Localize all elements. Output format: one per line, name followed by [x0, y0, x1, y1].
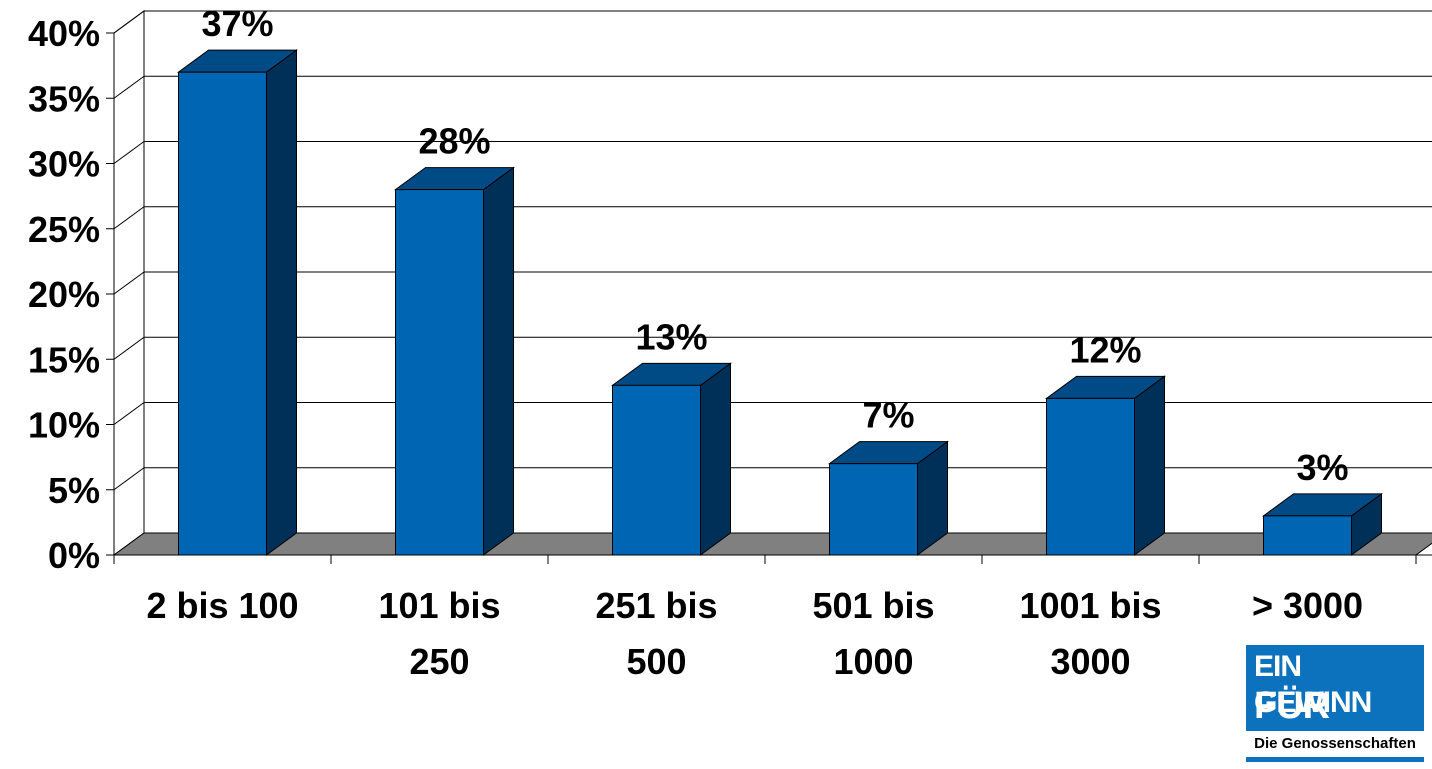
- x-tick-label-line: 1001 bis: [1019, 585, 1162, 626]
- y-tick-label: 20%: [28, 274, 100, 315]
- logo-line1: EIN GEWINN: [1254, 650, 1372, 719]
- y-tick-label: 10%: [28, 405, 100, 446]
- genossenschaften-logo: EIN GEWINN FÜR ALLE Die Genossenschaften: [1246, 645, 1424, 769]
- logo-subtitle: Die Genossenschaften: [1254, 735, 1416, 752]
- y-tick-label: 5%: [48, 470, 100, 511]
- bar-side: [1134, 375, 1165, 556]
- gridline-side: [113, 336, 145, 360]
- gridline-side: [113, 141, 145, 164]
- x-tick-label: 101 bis 250: [330, 578, 550, 690]
- data-label: 37%: [201, 3, 273, 44]
- x-tick-label: 2 bis 100: [113, 578, 333, 634]
- gridline-side: [113, 271, 145, 295]
- bar-side: [700, 362, 731, 556]
- bar-front: [829, 463, 918, 556]
- data-label: 7%: [862, 395, 914, 436]
- data-label: 28%: [418, 121, 490, 162]
- x-tick-label-line: 1000: [833, 641, 914, 682]
- bar: [827, 440, 950, 556]
- bar-front: [395, 189, 484, 556]
- chart-walls: [113, 10, 1432, 556]
- data-label: 13%: [635, 316, 707, 357]
- bar-side: [266, 49, 297, 556]
- bar: [176, 49, 299, 556]
- x-tick-label: 1001 bis 3000: [981, 578, 1201, 690]
- gridline-side: [113, 402, 145, 425]
- x-tick-label: > 3000: [1198, 578, 1418, 634]
- data-labels: 37% 28% 13% 7% 12% 3%: [201, 3, 1348, 488]
- y-tick-label: 35%: [28, 78, 100, 119]
- gridline-side: [113, 206, 145, 230]
- gridlines: [113, 10, 1432, 491]
- x-tick-label-line: > 3000: [1251, 585, 1364, 626]
- x-tick-label-line: 250: [409, 641, 470, 682]
- bar-side: [483, 166, 514, 556]
- data-label: 3%: [1296, 447, 1348, 488]
- bar: [1261, 492, 1384, 556]
- x-tick-label-line: 251 bis: [595, 585, 718, 626]
- logo-box: EIN GEWINN FÜR ALLE: [1246, 645, 1424, 769]
- bars: [176, 49, 1384, 556]
- y-tick-label: 30%: [28, 144, 100, 185]
- axes: [106, 32, 1417, 564]
- x-tick-label-line: 3000: [1050, 641, 1131, 682]
- bar-front: [178, 71, 267, 556]
- x-tick-label: 251 bis 500: [547, 578, 767, 690]
- y-tick-label: 0%: [48, 535, 100, 576]
- bar: [393, 166, 516, 556]
- logo-underline: [1246, 757, 1424, 762]
- bar-front: [1263, 515, 1352, 556]
- y-tick-label: 40%: [28, 13, 100, 54]
- x-tick-label-line: 500: [626, 641, 687, 682]
- x-tick-label-line: 101 bis: [378, 585, 501, 626]
- bar: [610, 362, 733, 556]
- data-label: 12%: [1069, 329, 1141, 370]
- chart-floor: [112, 532, 1432, 556]
- bar-front: [612, 384, 701, 556]
- y-tick-label: 25%: [28, 209, 100, 250]
- bar: [1044, 375, 1167, 556]
- x-tick-label: 501 bis 1000: [764, 578, 984, 690]
- gridline-side: [113, 467, 145, 491]
- gridline-side: [113, 10, 145, 34]
- back-wall: [143, 10, 1432, 556]
- y-tick-label: 15%: [28, 339, 100, 380]
- y-tick-labels: 0% 5% 10% 15% 20% 25% 30% 35% 40%: [28, 13, 100, 576]
- gridline-side: [113, 75, 145, 99]
- x-tick-label-line: 501 bis: [812, 585, 935, 626]
- bar-front: [1046, 397, 1135, 556]
- floor: [112, 532, 1432, 556]
- x-tick-label-line: 2 bis 100: [146, 585, 299, 626]
